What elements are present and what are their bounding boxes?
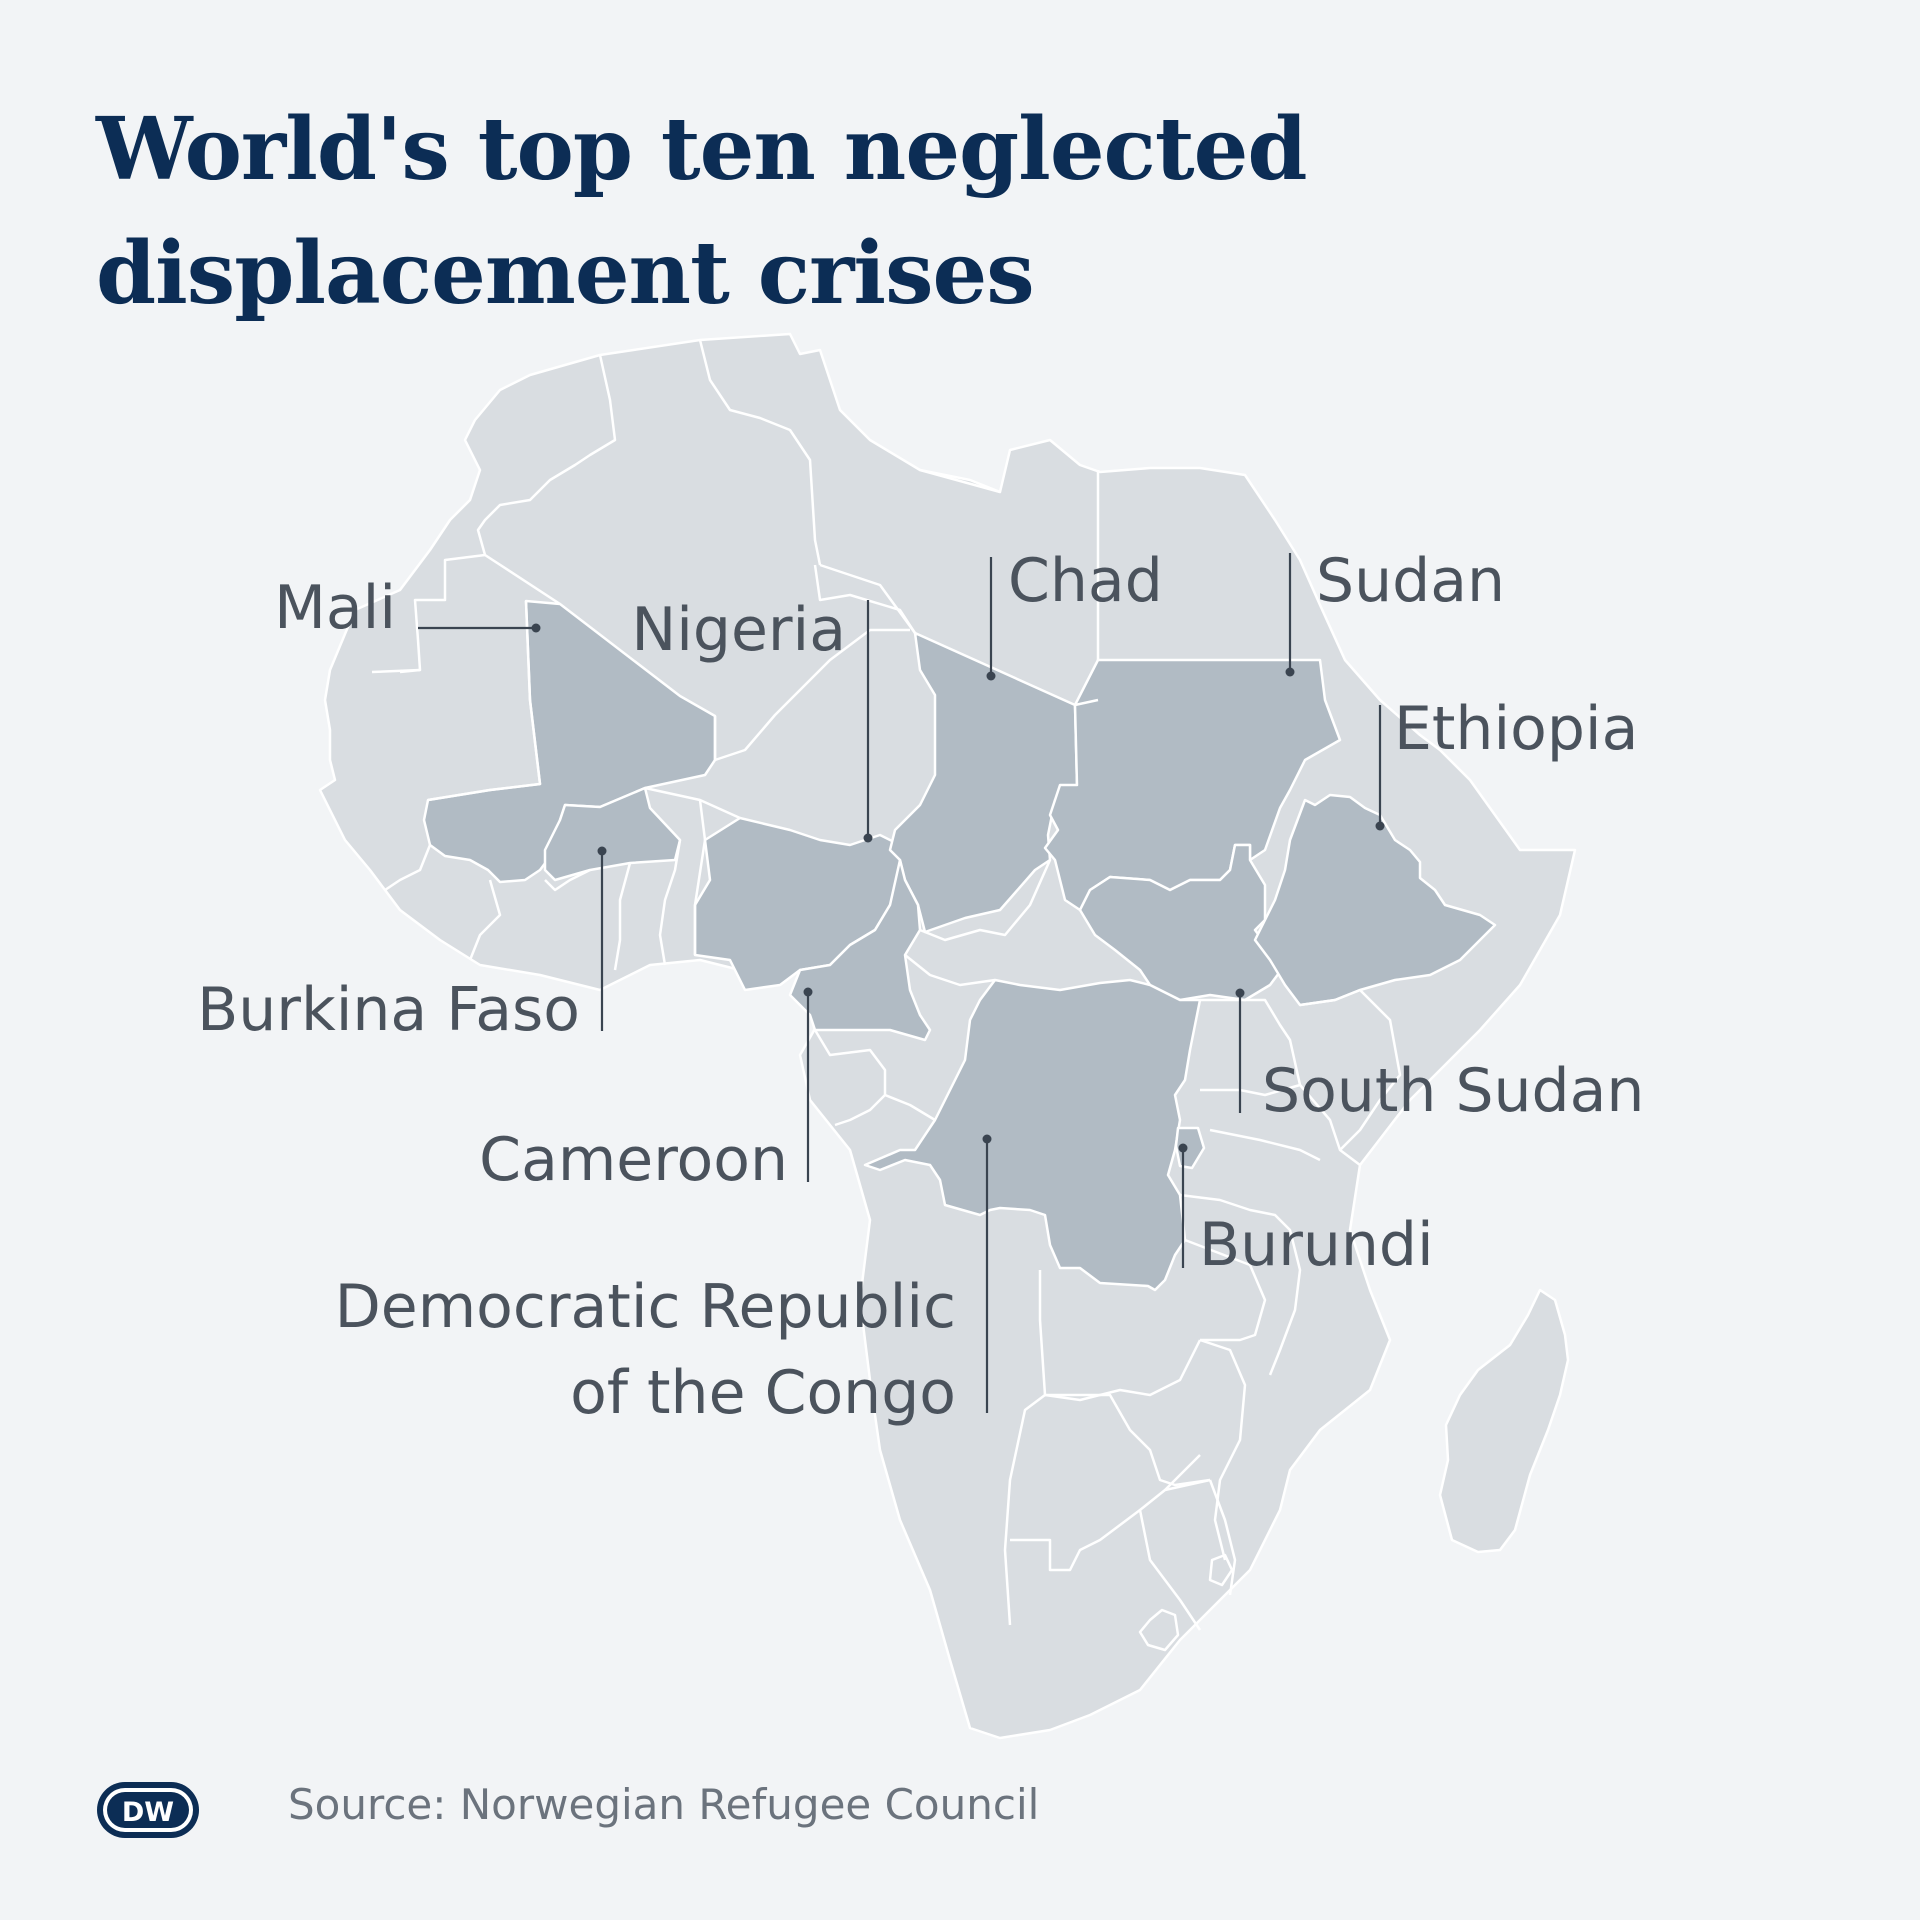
- label-drc-line-2: of the Congo: [570, 1358, 956, 1428]
- dot-south-sudan: [1235, 988, 1245, 998]
- dot-burundi: [1178, 1143, 1188, 1153]
- label-leaders: [418, 553, 1385, 1413]
- label-chad: Chad: [1008, 546, 1163, 616]
- dot-mali: [531, 623, 541, 633]
- dot-ethiopia: [1375, 821, 1385, 831]
- source-note: Source: Norwegian Refugee Council: [288, 1780, 1040, 1829]
- madagascar: [1438, 1288, 1570, 1554]
- label-drc-line-1: Democratic Republic: [335, 1272, 956, 1342]
- dot-drc: [982, 1134, 992, 1144]
- country-ethiopia: [1253, 793, 1497, 1007]
- dw-logo-text: DW: [122, 1797, 174, 1828]
- label-ethiopia: Ethiopia: [1394, 694, 1638, 764]
- footer: DW: [96, 1770, 200, 1850]
- label-sudan: Sudan: [1316, 546, 1505, 616]
- dot-nigeria: [863, 833, 873, 843]
- country-borders: [371, 339, 1402, 1652]
- label-south-sudan: South Sudan: [1262, 1056, 1644, 1126]
- dot-chad: [986, 671, 996, 681]
- title-line-2: displacement crises: [96, 223, 1035, 324]
- dot-sudan: [1285, 667, 1295, 677]
- label-mali: Mali: [274, 573, 396, 643]
- dot-burkina-faso: [597, 846, 607, 856]
- country-labels: Mali Nigeria Chad Sudan Ethiopia Burkina…: [197, 546, 1644, 1428]
- label-cameroon: Cameroon: [479, 1125, 788, 1195]
- title-line-1: World's top ten neglected: [96, 99, 1308, 200]
- map-title: World's top ten neglected displacement c…: [96, 88, 1396, 336]
- dot-cameroon: [803, 987, 813, 997]
- label-nigeria: Nigeria: [631, 595, 846, 665]
- label-burkina-faso: Burkina Faso: [197, 975, 580, 1045]
- dw-logo: DW: [97, 1782, 199, 1838]
- label-burundi: Burundi: [1199, 1210, 1434, 1280]
